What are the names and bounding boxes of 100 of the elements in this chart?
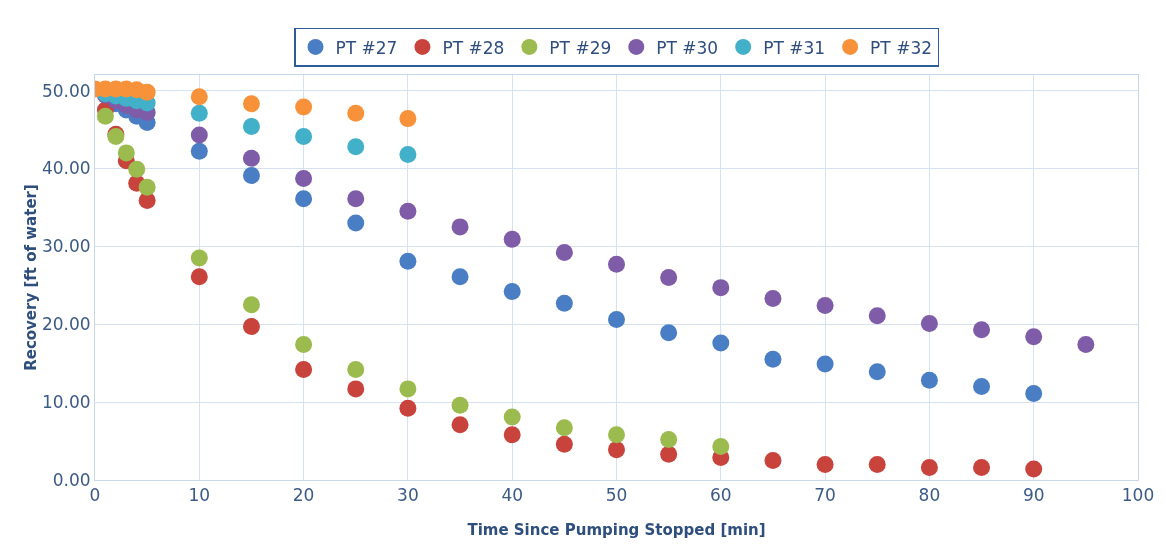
x-tick-label: 50 [605,485,628,506]
point [242,117,260,135]
point [764,350,782,368]
point [503,230,521,248]
point [660,431,678,448]
y-tick-label: 40.00 [41,158,91,179]
point [399,380,417,398]
point [920,371,938,389]
y-tick-label: 10.00 [41,392,91,413]
point [660,445,678,463]
point [295,98,313,116]
x-tick-label: 30 [397,485,419,506]
point [451,396,469,414]
point [295,128,313,146]
point [451,416,469,434]
point [399,145,417,163]
legend-label: PT #31 [763,37,826,58]
point [347,190,365,208]
x-axis-title: Time Since Pumping Stopped [min] [467,521,766,539]
point [242,95,260,113]
point [660,324,678,342]
x-tick-label: 70 [814,485,836,506]
y-tick-label: 30.00 [41,236,91,257]
x-tick-label: 100 [1121,485,1155,506]
point [399,252,417,270]
point [608,441,625,459]
point [117,144,135,162]
point [608,426,625,444]
x-tick-label: 10 [188,485,211,506]
point [1025,328,1043,346]
point [451,268,469,286]
point [451,218,469,236]
point [347,380,365,398]
point [128,160,146,178]
point [712,279,730,297]
point [347,360,365,378]
y-tick-label: 0.00 [52,469,91,490]
point [190,104,208,122]
point [920,459,938,477]
point [138,83,156,101]
point [712,334,730,352]
point [816,297,834,315]
point [347,214,365,232]
x-tick-label: 40 [501,485,524,506]
point [868,455,886,473]
point [608,255,625,273]
point [555,435,573,453]
point [1025,460,1043,478]
point [138,178,156,196]
point [347,104,365,122]
point [660,269,678,286]
point [503,408,521,426]
point [399,399,417,417]
point [555,419,573,437]
x-tick-label: 0 [89,485,101,506]
point [816,455,834,473]
point [399,202,417,220]
point [1077,335,1095,353]
point [295,335,313,353]
point [764,452,782,470]
point [973,378,991,396]
point [399,110,417,128]
legend-label: PT #30 [656,37,719,58]
y-tick-label: 50.00 [41,80,91,101]
point [190,88,208,106]
legend-label: PT #27 [335,37,398,58]
point [295,190,313,208]
point [920,314,938,332]
point [608,311,625,329]
point [242,296,260,314]
point [503,426,521,444]
x-tick-label: 90 [1022,485,1045,506]
point [242,166,260,184]
legend-label: PT #28 [442,37,505,58]
point [868,307,886,325]
point [190,142,208,160]
x-tick-label: 20 [292,485,315,506]
point [347,138,365,156]
point [816,355,834,373]
point [712,438,730,455]
point [242,318,260,336]
point [764,290,782,308]
point [555,244,573,262]
point [973,321,991,339]
x-tick-label: 80 [918,485,941,506]
y-tick-label: 20.00 [41,314,91,335]
legend-label: PT #32 [870,37,933,58]
point [242,149,260,167]
legend-label: PT #29 [549,37,612,58]
point [96,107,114,125]
point [973,459,991,477]
point [1025,385,1043,403]
point [190,268,208,286]
point [190,126,208,144]
y-axis-title: Recovery [ft of water] [21,184,40,371]
point [555,294,573,312]
point [190,249,208,267]
point [295,170,313,188]
point [295,360,313,378]
point [503,283,521,301]
